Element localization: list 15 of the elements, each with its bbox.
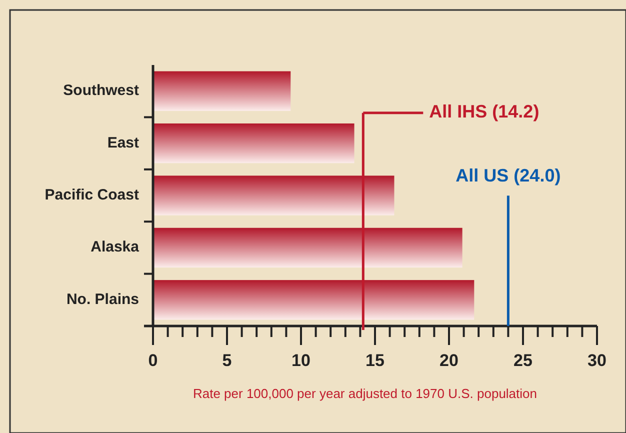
y-tick-label: Alaska [90,238,140,256]
y-tick-label: East [107,134,139,152]
ref-line-label: All IHS (14.2) [429,102,540,122]
x-tick-label: 5 [222,351,232,370]
y-tick-label: Pacific Coast [44,186,139,204]
ref-line-label: All US (24.0) [456,166,561,186]
x-tick-label: 25 [514,351,532,370]
x-tick-label: 15 [366,351,384,370]
x-tick-label: 20 [440,351,458,370]
x-tick-label: 0 [148,351,158,370]
y-tick-label: Southwest [63,82,139,100]
y-tick-label: No. Plains [66,290,139,308]
x-tick-label: 30 [588,351,606,370]
x-tick-label: 10 [292,351,310,370]
x-axis-title: Rate per 100,000 per year adjusted to 1970 U.S. population [192,386,538,401]
